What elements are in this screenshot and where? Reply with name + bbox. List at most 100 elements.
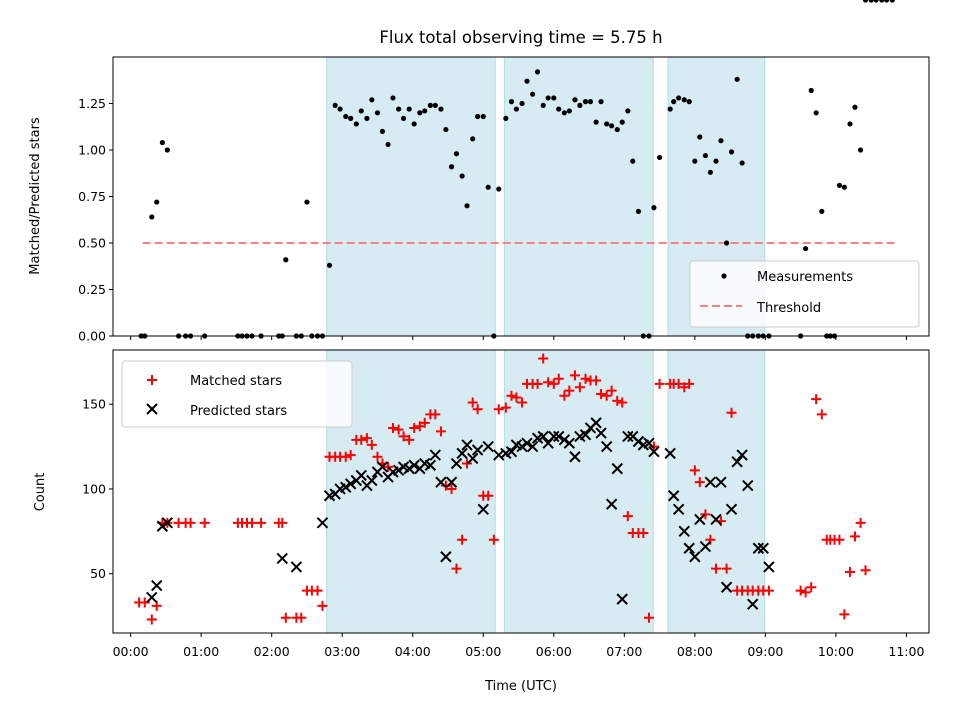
predicted-star-point	[553, 430, 565, 443]
measurement-point	[873, 0, 879, 3]
predicted-star-point	[595, 427, 607, 439]
matched-star-point	[617, 397, 628, 408]
matched-star-point	[721, 563, 732, 574]
x-tick-label: 10:00	[818, 644, 854, 659]
measurement-point	[427, 102, 433, 108]
x-tick-label: 01:00	[183, 644, 219, 659]
predicted-star-point	[746, 598, 759, 610]
measurement-point	[369, 97, 375, 103]
predicted-star-point	[558, 434, 571, 446]
matched-star-point	[387, 422, 398, 433]
shaded-interval-bottom	[503, 349, 654, 634]
measurement-point	[614, 126, 620, 133]
measurement-point	[598, 99, 604, 105]
matched-star-point	[638, 528, 649, 539]
matched-star-point	[564, 385, 575, 396]
top-y-ticks: 0.00 0.25 0.50 0.75 1.00 1.25	[78, 96, 113, 344]
matched-star-point	[612, 395, 623, 406]
matched-star-point	[366, 439, 377, 450]
measurement-point	[692, 158, 698, 164]
measurement-point	[561, 110, 567, 116]
measurement-point	[734, 76, 740, 82]
shaded-interval-top	[503, 56, 654, 337]
measurement-point	[707, 169, 713, 175]
measurement-point	[884, 0, 890, 3]
measurement-point	[556, 106, 562, 112]
matched-star-point	[372, 451, 383, 462]
matched-star-point	[409, 422, 420, 433]
predicted-star-point	[376, 461, 389, 473]
predicted-star-point	[151, 579, 163, 592]
matched-star-point	[500, 402, 511, 413]
measurement-point	[164, 147, 170, 153]
measurement-point	[852, 104, 858, 110]
matched-star-point	[811, 394, 822, 405]
measurement-point	[353, 121, 359, 127]
top-panel: 0.00 0.25 0.50 0.75 1.00 1.25 Matched/Predict…	[28, 0, 930, 344]
measurement-point	[582, 99, 589, 105]
top-y-tick-label: 1.25	[78, 96, 106, 111]
measurement-point	[337, 106, 343, 112]
measurement-point	[697, 134, 703, 140]
x-tick-label: 06:00	[536, 644, 572, 659]
top-y-axis-label: Matched/Predicted stars	[28, 117, 43, 275]
predicted-star-point	[408, 459, 420, 471]
legend-measurements-marker	[721, 273, 727, 279]
matched-star-point	[559, 390, 570, 401]
measurement-points	[138, 0, 895, 339]
predicted-star-point	[715, 476, 727, 488]
matched-star-point	[383, 461, 394, 472]
measurement-point	[304, 199, 310, 205]
matched-star-point	[574, 382, 585, 393]
matched-star-point	[543, 377, 554, 388]
shaded-interval-bottom	[326, 349, 496, 634]
predicted-star-point	[445, 476, 458, 488]
measurement-point	[154, 199, 160, 205]
matched-star-point	[548, 378, 559, 389]
matched-star-point	[296, 612, 307, 623]
matched-star-point	[393, 424, 404, 435]
matched-star-point	[816, 409, 827, 420]
measurement-point	[513, 106, 520, 112]
measurement-point	[681, 97, 687, 103]
matched-star-point	[601, 390, 612, 401]
predicted-star-point	[600, 440, 613, 453]
measurement-point	[572, 97, 578, 103]
top-y-tick-label: 1.00	[78, 143, 106, 158]
predicted-star-point	[664, 447, 676, 460]
measurement-point	[443, 126, 449, 133]
predicted-star-point	[290, 561, 303, 573]
measurement-point	[604, 121, 610, 127]
predicted-star-point	[632, 435, 645, 448]
shaded-interval-top	[326, 56, 496, 337]
predicted-star-point	[516, 440, 528, 453]
chart-title: Flux total observing time = 5.75 h	[379, 28, 662, 47]
measurement-point	[656, 154, 663, 161]
measurement-point	[503, 115, 509, 121]
predicted-star-point	[736, 449, 748, 461]
matched-star-point	[606, 385, 617, 396]
predicted-star-point	[742, 479, 754, 492]
top-legend: Measurements Threshold	[689, 260, 920, 328]
matched-star-point	[356, 434, 367, 445]
measurement-point	[671, 99, 677, 105]
measurement-point	[847, 121, 853, 127]
measurement-point	[545, 95, 551, 101]
x-axis-label: Time (UTC)	[484, 679, 557, 694]
matched-star-point	[483, 490, 494, 501]
measurement-point	[396, 106, 402, 112]
measurement-point	[464, 203, 470, 209]
matched-star-point	[511, 392, 522, 403]
measurement-point	[411, 121, 417, 127]
matched-star-point	[532, 378, 543, 389]
matched-star-point	[596, 389, 607, 400]
matched-star-point	[506, 390, 517, 401]
matched-star-point	[553, 373, 564, 384]
predicted-star-point	[643, 437, 655, 449]
measurement-point	[577, 102, 583, 108]
predicted-star-point	[505, 445, 518, 458]
predicted-star-point	[605, 498, 618, 510]
matched-star-point	[488, 534, 499, 545]
matched-stars-points	[134, 353, 871, 625]
